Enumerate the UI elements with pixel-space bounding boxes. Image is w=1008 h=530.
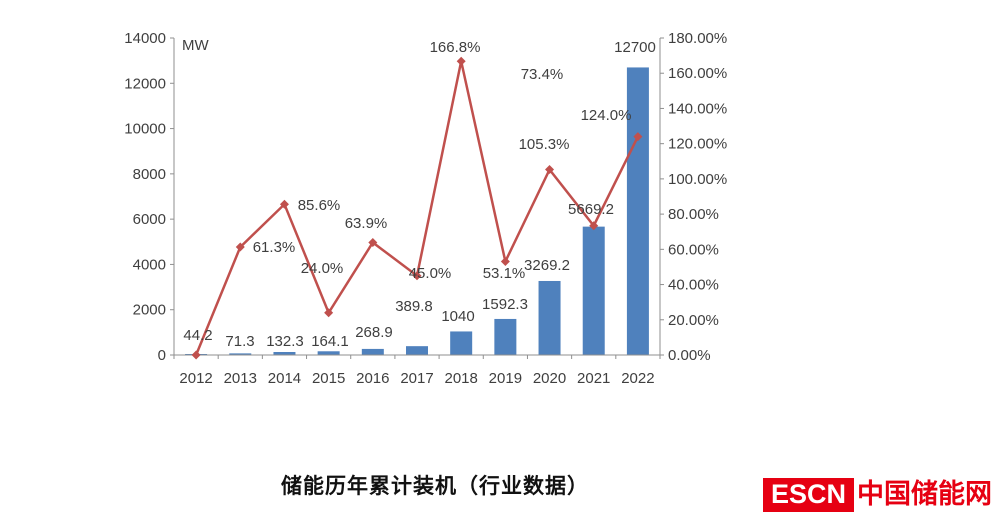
bar-2020	[538, 280, 561, 355]
bar-2014	[273, 352, 296, 355]
line-marker-2019	[500, 256, 510, 266]
right-axis-label: 80.00%	[668, 206, 719, 223]
escn-logo-mark: ESCN	[762, 478, 854, 512]
right-axis-label: 60.00%	[668, 241, 719, 258]
bar-value-label: 1040	[441, 308, 474, 325]
escn-logo: ESCN 中国储能网	[762, 478, 992, 512]
bar-value-label: 389.8	[395, 298, 433, 315]
line-marker-2014	[279, 199, 289, 209]
left-axis-label: 0	[158, 347, 166, 364]
left-axis-label: 4000	[133, 256, 166, 273]
left-axis-label: 6000	[133, 211, 166, 228]
line-marker-2022	[633, 132, 643, 142]
right-axis-label: 0.00%	[668, 347, 711, 364]
line-marker-2018	[456, 56, 466, 66]
line-marker-2017	[412, 271, 422, 281]
growth-pct-label: 85.6%	[298, 197, 341, 214]
right-axis-label: 120.00%	[668, 136, 727, 153]
right-axis-label: 160.00%	[668, 65, 727, 82]
bar-2019	[494, 318, 517, 355]
x-axis-label: 2019	[489, 370, 522, 387]
bar-value-label: 164.1	[311, 333, 349, 350]
bar-2013	[229, 353, 252, 355]
growth-pct-label: 105.3%	[519, 136, 570, 153]
right-axis-label: 100.00%	[668, 171, 727, 188]
x-axis-label: 2020	[533, 370, 566, 387]
left-axis-label: 12000	[124, 75, 166, 92]
growth-pct-label: 73.4%	[521, 66, 564, 83]
bar-value-label: 5669.2	[568, 201, 614, 218]
growth-pct-label: 61.3%	[253, 239, 296, 256]
bar-2021	[582, 226, 605, 355]
growth-pct-label: 166.8%	[430, 39, 481, 56]
line-marker-2013	[235, 242, 245, 252]
left-axis-label: 10000	[124, 121, 166, 138]
bar-value-label: 132.3	[266, 333, 304, 350]
bar-value-label: 3269.2	[524, 257, 570, 274]
line-marker-2016	[368, 237, 378, 247]
left-axis-label: 2000	[133, 302, 166, 319]
growth-pct-label: 24.0%	[301, 260, 344, 277]
growth-pct-label: 124.0%	[581, 107, 632, 124]
bar-value-label: 12700	[614, 39, 656, 56]
bar-2017	[406, 346, 428, 355]
growth-pct-label: 53.1%	[483, 265, 526, 282]
x-axis-label: 2016	[356, 370, 389, 387]
line-marker-2020	[545, 165, 555, 175]
bar-2016	[361, 348, 384, 355]
x-axis-label: 2015	[312, 370, 345, 387]
x-axis-label: 2012	[179, 370, 212, 387]
left-axis-label: 14000	[124, 30, 166, 47]
x-axis-label: 2013	[224, 370, 257, 387]
bar-2015	[317, 351, 340, 355]
right-axis-label: 20.00%	[668, 312, 719, 329]
right-axis-label: 140.00%	[668, 100, 727, 117]
bar-value-label: 1592.3	[482, 296, 528, 313]
x-axis-label: 2014	[268, 370, 301, 387]
line-marker-2012	[191, 350, 201, 360]
bar-2018	[450, 331, 473, 355]
chart-title: 储能历年累计装机（行业数据）	[281, 475, 589, 498]
left-axis-label: 8000	[133, 166, 166, 183]
growth-pct-label: 45.0%	[409, 265, 452, 282]
x-axis-label: 2022	[621, 370, 654, 387]
bar-value-label: 71.3	[225, 333, 254, 350]
x-axis-label: 2021	[577, 370, 610, 387]
bar-value-label: 44.2	[183, 327, 212, 344]
right-axis-label: 180.00%	[668, 30, 727, 47]
x-axis-label: 2018	[444, 370, 477, 387]
growth-pct-label: 63.9%	[345, 215, 388, 232]
line-marker-2015	[324, 308, 334, 318]
bar-value-label: 268.9	[355, 324, 393, 341]
right-axis-label: 40.00%	[668, 277, 719, 294]
left-axis-title: MW	[182, 37, 209, 54]
bar-2022	[626, 67, 649, 355]
x-axis-label: 2017	[400, 370, 433, 387]
escn-logo-text: 中国储能网	[857, 479, 992, 509]
line-marker-2021	[589, 221, 599, 231]
